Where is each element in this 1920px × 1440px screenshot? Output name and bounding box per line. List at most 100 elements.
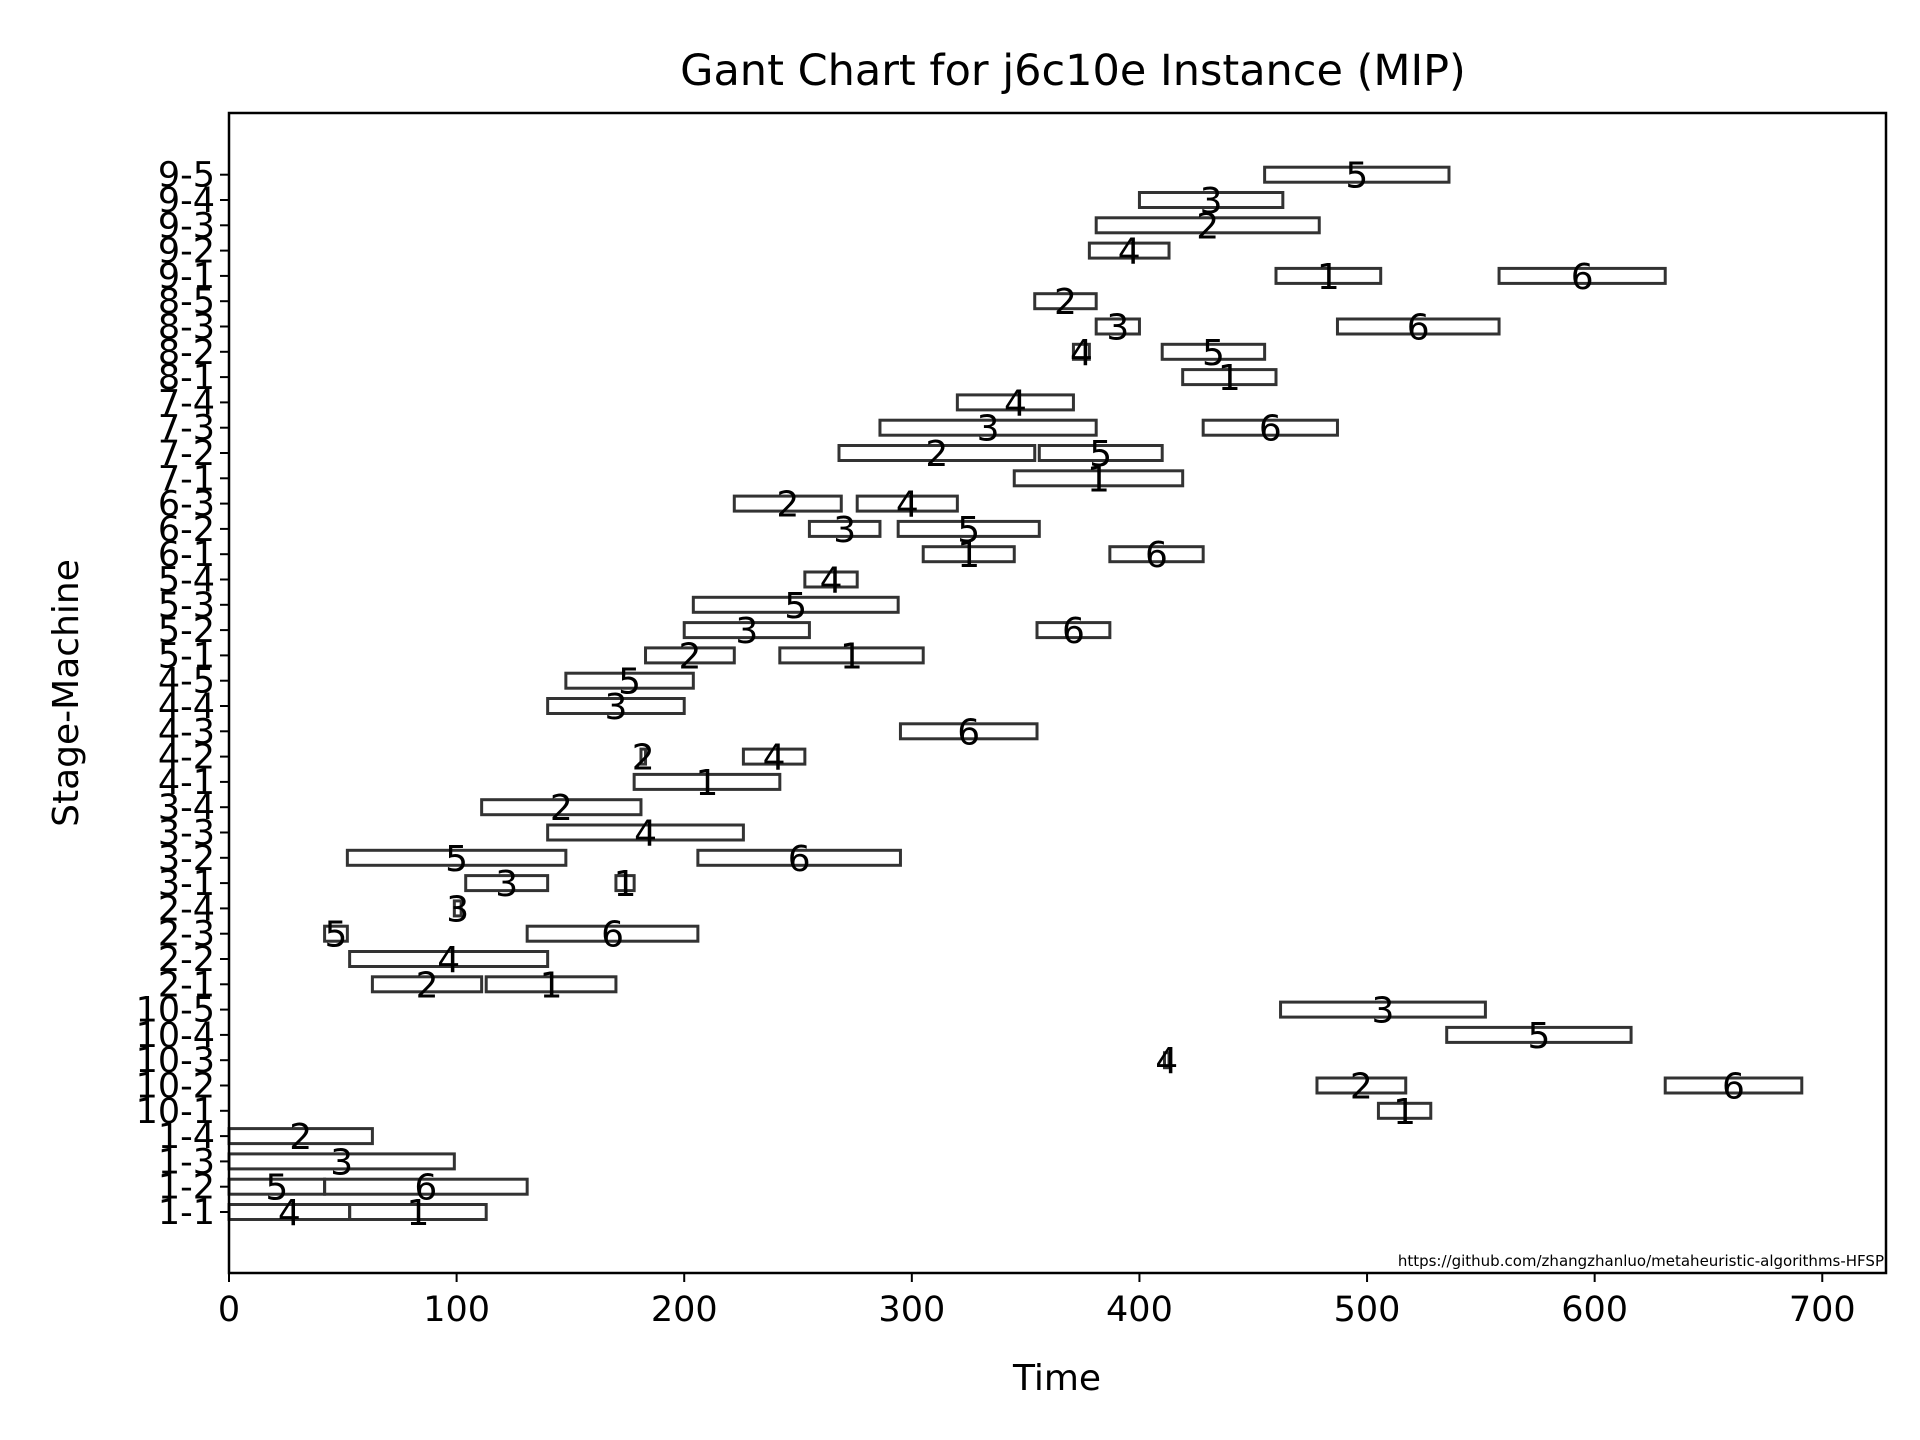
- y-tick-label: 3-1: [158, 864, 215, 904]
- task-bar: [696, 848, 902, 867]
- task-bar: [896, 519, 1041, 538]
- task-job-label: 2: [550, 788, 573, 829]
- task-job-label: 5: [1527, 1016, 1550, 1057]
- task-job-label: 1: [1218, 358, 1241, 399]
- task-bar: [837, 444, 1037, 462]
- y-tick-label: 4-3: [158, 712, 215, 752]
- y-tick-label: 9-2: [158, 232, 215, 272]
- task-job-label: 2: [632, 738, 655, 779]
- task-bar: [348, 1203, 488, 1221]
- y-tick-label: 2-2: [158, 940, 215, 980]
- task-bar: [855, 494, 959, 513]
- task-job-label: 5: [1202, 333, 1225, 374]
- task-bar: [1201, 418, 1339, 437]
- task-bar: [691, 595, 900, 614]
- task-bar: [464, 874, 550, 893]
- task-bar: [345, 848, 568, 867]
- task-bar: [1160, 342, 1267, 361]
- task-job-label: 5: [957, 510, 980, 551]
- task-job-label: 5: [265, 1168, 288, 1209]
- task-job-label: 3: [1106, 308, 1129, 349]
- x-axis: 0 100 200 300 400 500 600 700: [218, 1273, 1856, 1330]
- y-tick-label: 5-2: [158, 611, 215, 651]
- task-job-label: 3: [977, 409, 1000, 450]
- y-tick-label: 1-2: [158, 1168, 215, 1208]
- task-job-label: 4: [1004, 383, 1027, 424]
- y-tick-label: 10-4: [136, 1016, 215, 1056]
- task-bar: [564, 671, 695, 690]
- y-tick-label: 9-3: [158, 206, 215, 246]
- y-tick-label: 1-4: [158, 1117, 215, 1157]
- y-tick-label: 2-3: [158, 915, 215, 955]
- task-bar: [1279, 1000, 1487, 1019]
- task-job-label: 5: [618, 662, 641, 703]
- y-tick-label: 8-2: [158, 333, 215, 373]
- task-bar: [632, 772, 782, 791]
- task-job-label: 3: [495, 864, 518, 905]
- y-tick-label: 10-2: [136, 1067, 215, 1107]
- task-bar: [480, 798, 643, 817]
- x-tick-label: 0: [218, 1290, 240, 1330]
- task-bar: [639, 747, 648, 766]
- chart-title: Gant Chart for j6c10e Instance (MIP): [680, 46, 1466, 96]
- task-job-label: 1: [540, 965, 563, 1006]
- task-bar: [1037, 444, 1164, 462]
- task-bar: [1335, 317, 1501, 336]
- y-tick-label: 2-4: [158, 889, 215, 929]
- source-annotation: https://github.com/zhangzhanluo/metaheur…: [1398, 1252, 1884, 1270]
- task-bar: [807, 519, 882, 538]
- task-bar: [921, 545, 1016, 564]
- task-bar: [614, 874, 636, 893]
- task-job-label: 1: [614, 864, 637, 905]
- x-axis-label: Time: [1012, 1358, 1101, 1399]
- x-tick-label: 600: [1561, 1290, 1628, 1330]
- task-job-label: 2: [1196, 206, 1219, 247]
- task-job-label: 6: [788, 839, 811, 880]
- y-tick-label: 7-1: [158, 459, 215, 499]
- task-job-label: 2: [925, 434, 948, 475]
- task-bar: [1071, 342, 1091, 361]
- task-bar: [1035, 621, 1112, 640]
- task-job-label: 2: [289, 1117, 312, 1158]
- task-job-label: 6: [1722, 1067, 1745, 1108]
- y-tick-label: 10-1: [136, 1092, 215, 1132]
- task-job-label: 2: [416, 965, 439, 1006]
- y-tick-label: 6-3: [158, 485, 215, 525]
- x-tick-label: 400: [1106, 1290, 1173, 1330]
- y-tick-label: 7-4: [158, 383, 215, 423]
- task-job-label: 1: [696, 763, 719, 804]
- task-bar: [778, 646, 925, 665]
- task-bar: [1497, 266, 1667, 285]
- task-job-label: 3: [330, 1142, 353, 1183]
- y-tick-label: 1-1: [158, 1193, 215, 1233]
- task-bar: [898, 722, 1039, 741]
- y-tick-label: 1-3: [158, 1142, 215, 1182]
- y-tick-label: 4-2: [158, 738, 215, 778]
- y-tick-label: 4-1: [158, 763, 215, 803]
- task-job-label: 6: [601, 915, 624, 956]
- y-tick-label: 7-3: [158, 409, 215, 449]
- x-tick-label: 300: [878, 1290, 945, 1330]
- y-tick-label: 8-1: [158, 358, 215, 398]
- y-tick-label: 9-1: [158, 257, 215, 297]
- y-tick-label: 3-4: [158, 788, 215, 828]
- task-bar: [682, 621, 811, 640]
- task-bar: [1137, 191, 1285, 209]
- task-job-label: 1: [840, 636, 863, 677]
- task-bar: [878, 418, 1098, 437]
- y-tick-label: 8-5: [158, 282, 215, 322]
- y-tick-label: 6-2: [158, 510, 215, 550]
- task-job-label: 4: [437, 940, 460, 981]
- y-axis-label: Stage-Machine: [46, 559, 87, 827]
- x-tick-label: 700: [1789, 1290, 1856, 1330]
- task-job-label: 6: [1259, 409, 1282, 450]
- y-tick-label: 5-4: [158, 561, 215, 601]
- task-bar: [1663, 1076, 1804, 1095]
- task-bar: [1094, 317, 1141, 336]
- task-job-label: 3: [446, 889, 469, 930]
- task-bar: [644, 646, 736, 665]
- task-job-label: 3: [833, 510, 856, 551]
- task-job-label: 2: [776, 485, 799, 526]
